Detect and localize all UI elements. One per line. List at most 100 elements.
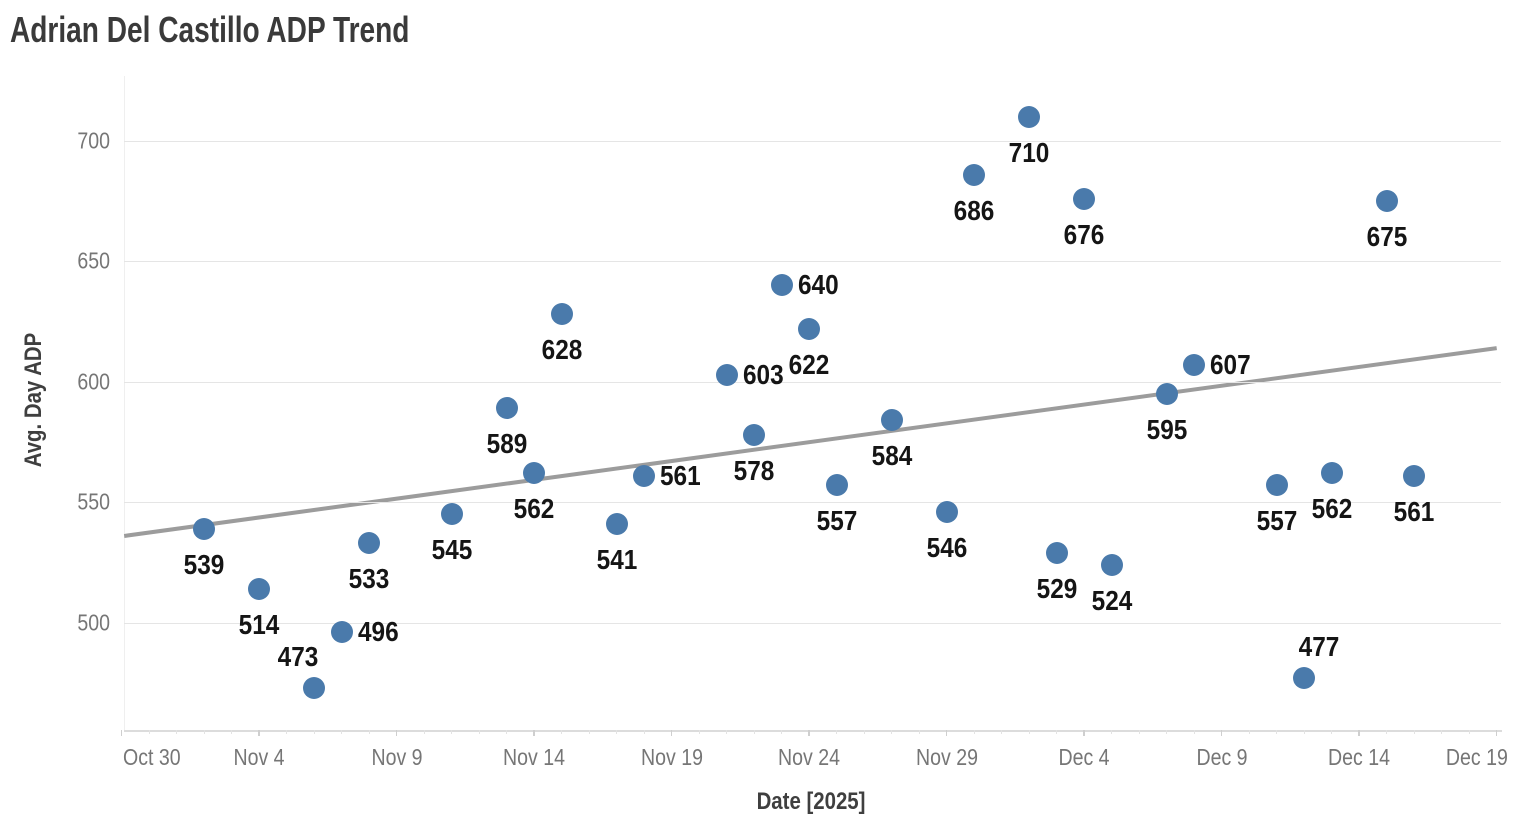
data-point-marker[interactable] <box>825 474 848 497</box>
data-point-label: 675 <box>1366 221 1408 253</box>
data-point-label: 578 <box>733 454 775 486</box>
trend-line <box>123 346 1497 538</box>
x-minor-tick-mark <box>1441 730 1443 734</box>
data-point-label: 557 <box>1256 505 1298 537</box>
y-tick-label: 550 <box>77 488 110 515</box>
data-point-marker[interactable] <box>743 423 766 446</box>
chart-title: Adrian Del Castillo ADP Trend <box>10 9 410 50</box>
data-point-label: 533 <box>348 563 390 595</box>
data-point-label: 557 <box>816 505 858 537</box>
data-point-label: 603 <box>742 358 784 390</box>
data-point-marker[interactable] <box>935 500 958 523</box>
y-tick-label: 700 <box>77 127 110 154</box>
x-axis-line <box>124 730 1502 732</box>
x-minor-tick-mark <box>176 730 178 734</box>
x-minor-tick-mark <box>341 730 343 734</box>
data-point-label: 541 <box>596 543 638 575</box>
x-minor-tick-mark <box>1138 730 1140 734</box>
x-minor-tick-mark <box>561 730 563 734</box>
x-minor-tick-mark <box>698 730 700 734</box>
x-tick-mark <box>670 730 673 736</box>
x-tick-mark <box>533 730 535 736</box>
data-point-label: 607 <box>1210 348 1251 380</box>
x-minor-tick-mark <box>478 730 480 734</box>
data-point-marker[interactable] <box>1265 474 1288 497</box>
x-minor-tick-mark <box>588 730 590 734</box>
data-point-marker[interactable] <box>1018 105 1041 128</box>
data-point-marker[interactable] <box>798 317 821 340</box>
x-minor-tick-mark <box>1331 730 1333 734</box>
x-tick-mark <box>258 730 260 736</box>
x-minor-tick-mark <box>1166 730 1168 734</box>
y-axis-line <box>124 76 125 730</box>
data-point-label: 640 <box>797 269 839 301</box>
data-point-marker[interactable] <box>330 621 353 644</box>
data-point-label: 686 <box>953 194 995 226</box>
x-minor-tick-mark <box>1276 730 1278 734</box>
x-tick-mark <box>1220 730 1223 736</box>
data-point-marker[interactable] <box>880 409 903 432</box>
y-tick-label: 650 <box>77 247 110 274</box>
data-point-marker[interactable] <box>770 274 793 297</box>
x-minor-tick-mark <box>643 730 645 734</box>
data-point-marker[interactable] <box>358 532 381 555</box>
x-minor-tick-mark <box>1248 730 1250 734</box>
data-point-marker[interactable] <box>303 676 326 699</box>
data-point-marker[interactable] <box>1155 382 1178 405</box>
gridline-y <box>124 141 1501 142</box>
data-point-label: 562 <box>513 493 555 525</box>
gridline-y <box>124 381 1501 383</box>
y-tick-label: 500 <box>77 609 110 636</box>
data-point-label: 628 <box>541 334 583 366</box>
data-point-marker[interactable] <box>715 363 738 386</box>
data-point-marker[interactable] <box>1045 541 1068 564</box>
x-minor-tick-mark <box>726 730 728 734</box>
data-point-marker[interactable] <box>633 464 656 487</box>
x-minor-tick-mark <box>1028 730 1030 734</box>
x-minor-tick-mark <box>836 730 838 734</box>
data-point-marker[interactable] <box>495 397 518 420</box>
x-tick-mark <box>120 730 123 736</box>
x-tick-mark <box>945 730 948 736</box>
data-point-label: 562 <box>1311 493 1353 525</box>
x-minor-tick-mark <box>423 730 425 734</box>
x-minor-tick-mark <box>506 730 508 734</box>
data-point-marker[interactable] <box>963 163 986 186</box>
data-point-marker[interactable] <box>1375 190 1398 213</box>
x-tick-mark <box>1358 730 1360 736</box>
data-point-marker[interactable] <box>248 577 271 600</box>
data-point-marker[interactable] <box>523 462 546 485</box>
data-point-marker[interactable] <box>1293 667 1316 690</box>
data-point-label: 477 <box>1298 631 1340 663</box>
data-point-marker[interactable] <box>440 503 463 526</box>
x-axis-title: Date [2025] <box>756 788 866 815</box>
x-minor-tick-mark <box>1468 730 1470 734</box>
data-point-label: 524 <box>1091 584 1133 616</box>
data-point-marker[interactable] <box>193 517 216 540</box>
data-point-marker[interactable] <box>1073 187 1096 210</box>
x-minor-tick-mark <box>891 730 893 734</box>
gridline-y <box>124 622 1501 624</box>
x-tick-label: Dec 19 <box>1446 744 1508 770</box>
data-point-label: 546 <box>926 531 968 563</box>
x-minor-tick-mark <box>1193 730 1195 734</box>
gridline-y <box>124 261 1501 263</box>
data-point-label: 529 <box>1036 572 1078 604</box>
x-tick-label: Nov 24 <box>778 744 841 770</box>
data-point-label: 514 <box>238 608 280 640</box>
x-minor-tick-mark <box>1111 730 1113 734</box>
data-point-marker[interactable] <box>605 512 628 535</box>
x-tick-mark <box>808 730 810 736</box>
x-minor-tick-mark <box>918 730 920 734</box>
data-point-label: 539 <box>183 548 225 580</box>
data-point-marker[interactable] <box>1100 553 1123 576</box>
data-point-marker[interactable] <box>1403 464 1426 487</box>
x-minor-tick-mark <box>1413 730 1415 734</box>
data-point-marker[interactable] <box>1320 462 1343 485</box>
x-tick-label: Nov 4 <box>233 744 285 770</box>
x-tick-label: Dec 14 <box>1328 744 1391 770</box>
data-point-label: 545 <box>431 534 473 566</box>
data-point-marker[interactable] <box>550 303 573 326</box>
data-point-marker[interactable] <box>1183 353 1206 376</box>
